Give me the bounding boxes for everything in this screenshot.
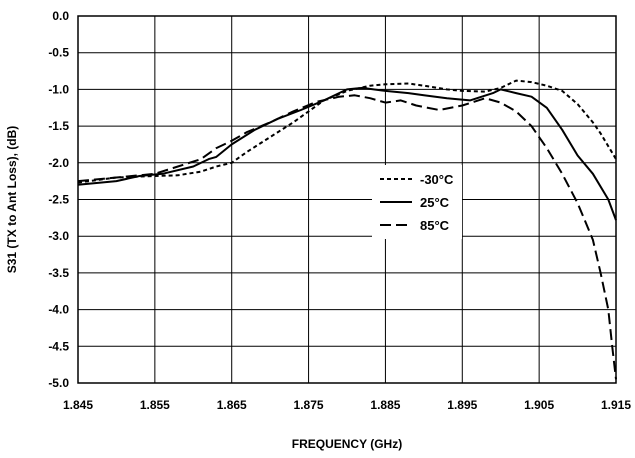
y-tick-label: -3.5 <box>48 266 69 280</box>
y-tick-label: -4.5 <box>48 339 69 353</box>
x-tick-label: 1.905 <box>524 398 554 412</box>
y-tick-label: -5.0 <box>48 376 69 390</box>
y-tick-label: -4.0 <box>48 303 69 317</box>
y-tick-label: -2.5 <box>48 193 69 207</box>
series-line-1 <box>77 86 617 221</box>
y-axis-ticks: 0.0 -0.5 -1.0 -1.5 -2.0 -2.5 -3.0 -3.5 -4.0 -4.5 -… <box>48 9 69 390</box>
y-tick-label: -0.5 <box>48 46 69 60</box>
x-axis-ticks: 1.845 1.855 1.865 1.875 1.885 1.895 1.905 1.915 <box>63 398 631 412</box>
y-tick-label: -1.0 <box>48 82 69 96</box>
x-tick-label: 1.885 <box>370 398 400 412</box>
y-axis-label: S31 (TX to Ant Loss), (dB) <box>5 126 19 274</box>
x-tick-label: 1.865 <box>217 398 247 412</box>
x-tick-label: 1.895 <box>447 398 477 412</box>
x-tick-label: 1.845 <box>63 398 93 412</box>
x-tick-label: 1.875 <box>294 398 324 412</box>
plot-area <box>77 15 617 384</box>
legend: -30°C 25°C 85°C <box>372 165 462 239</box>
legend-label: 25°C <box>420 195 450 210</box>
grid-lines <box>77 15 617 384</box>
series-lines <box>77 79 617 380</box>
series-line-0 <box>77 79 617 184</box>
series-line-2 <box>77 94 617 380</box>
x-tick-label: 1.855 <box>140 398 170 412</box>
y-tick-label: 0.0 <box>52 9 69 23</box>
x-axis-label: FREQUENCY (GHz) <box>292 437 402 451</box>
legend-label: 85°C <box>420 218 450 233</box>
y-tick-label: -2.0 <box>48 156 69 170</box>
x-tick-label: 1.915 <box>601 398 631 412</box>
y-tick-label: -1.5 <box>48 119 69 133</box>
legend-label: -30°C <box>420 172 454 187</box>
y-tick-label: -3.0 <box>48 229 69 243</box>
